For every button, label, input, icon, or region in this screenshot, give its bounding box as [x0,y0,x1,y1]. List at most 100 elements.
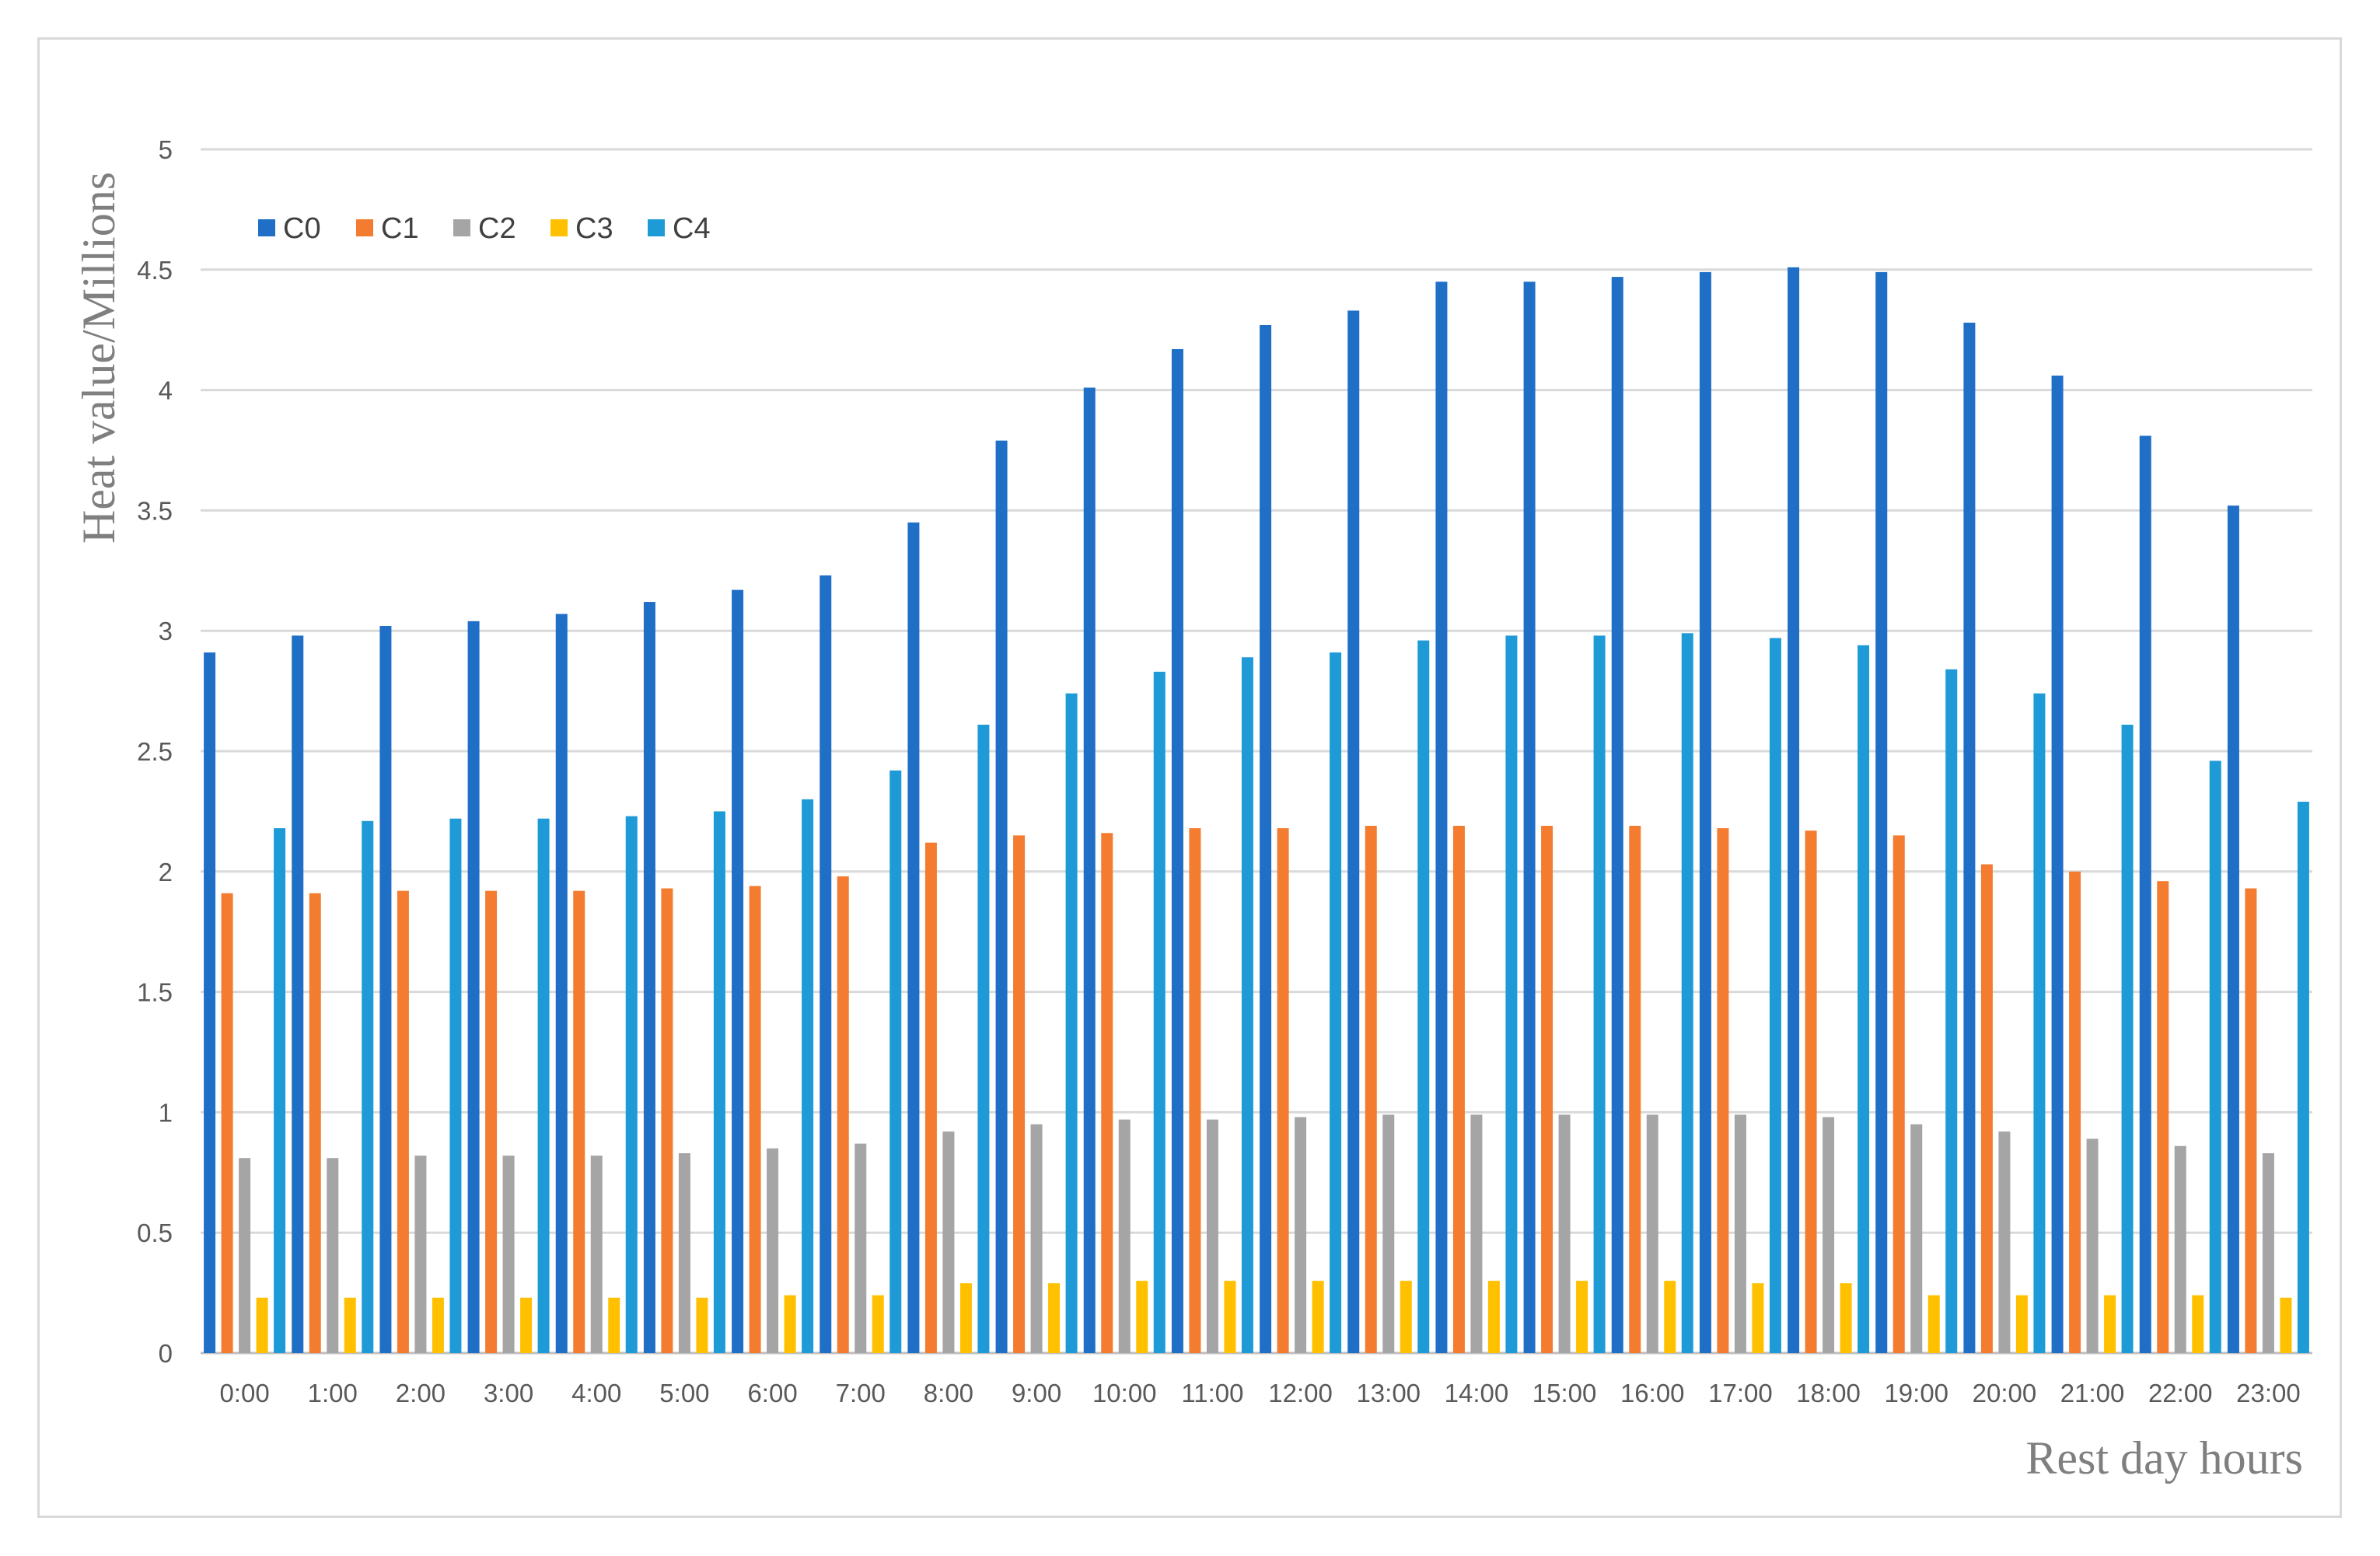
bar-c1 [924,842,937,1353]
bar-c3 [1576,1281,1588,1353]
bar-c0 [1699,271,1711,1353]
x-tick-label: 10:00 [1092,1379,1157,1407]
bar-c3 [2192,1295,2204,1353]
bar-c3 [1927,1295,1940,1353]
y-tick-label: 1.5 [137,978,173,1007]
x-axis-title: Rest day hours [2025,1432,2303,1484]
bar-c4 [1065,693,1078,1353]
legend-swatch-c0 [258,219,275,236]
bar-c3 [696,1297,708,1353]
bar-c1 [1189,828,1201,1353]
y-tick-label: 2 [159,858,173,886]
bar-c0 [1523,281,1536,1353]
bar-c1 [1980,864,1993,1353]
bar-c0 [1963,322,1976,1353]
x-tick-label: 5:00 [659,1379,709,1407]
bar-c1 [1013,835,1026,1353]
bar-c4 [1330,652,1342,1353]
x-axis-ticks: 0:00 1:00 2:00 3:00 4:00 5:00 6:00 7:00 8:00 9:00… [219,1379,2300,1407]
bar-c1 [309,893,321,1353]
bar-c2 [1382,1114,1395,1353]
bar-c0 [2051,376,2064,1354]
y-tick-label: 4.5 [137,256,173,285]
bar-c4 [889,770,902,1353]
y-tick-label: 2.5 [137,737,173,766]
bar-c4 [1858,645,1870,1353]
x-tick-label: 18:00 [1796,1379,1861,1407]
bar-c0 [1260,325,1272,1353]
x-tick-label: 20:00 [1973,1379,2037,1407]
bar-c4 [2209,761,2221,1353]
bar-c1 [1101,833,1113,1353]
bar-c0 [1788,267,1800,1354]
bar-c0 [379,626,392,1353]
bar-c4 [2297,802,2309,1353]
y-axis-ticks: 0 0.5 1 1.5 2 2.5 3 3.5 4 4.5 5 [137,135,173,1368]
bar-c0 [907,522,920,1353]
bar-c0 [643,602,655,1353]
bar-c1 [1541,825,1553,1353]
bar-c4 [1153,671,1166,1353]
bar-c0 [1611,277,1623,1353]
y-tick-label: 4 [159,376,173,405]
bar-c0 [995,440,1008,1354]
bar-c4 [1417,640,1430,1353]
y-tick-label: 1 [159,1098,173,1127]
bar-c1 [661,888,673,1353]
bar-c2 [502,1156,515,1353]
bar-c4 [802,799,814,1353]
bar-c1 [397,890,409,1353]
x-tick-label: 2:00 [396,1379,446,1407]
bar-c2 [1030,1124,1043,1353]
y-tick-label: 3 [159,617,173,645]
bar-c4 [2121,724,2134,1353]
bar-c4 [977,724,990,1353]
bar-c1 [1629,825,1641,1353]
bar-c3 [959,1283,972,1353]
legend-label-c0: C0 [283,212,321,245]
bar-c2 [2174,1145,2186,1353]
x-tick-label: 0:00 [219,1379,269,1407]
bar-c3 [784,1295,796,1353]
x-tick-label: 13:00 [1356,1379,1421,1407]
bar-c3 [1664,1281,1676,1353]
bar-c4 [274,828,286,1353]
bar-c1 [221,893,233,1353]
legend-swatch-c4 [648,219,665,236]
bar-c1 [1805,830,1817,1353]
bar-c4 [625,816,638,1353]
x-tick-label: 15:00 [1532,1379,1597,1407]
bar-c3 [2015,1295,2028,1353]
bar-c2 [854,1143,867,1353]
bar-c3 [432,1297,444,1353]
legend-swatch-c2 [453,219,470,236]
bar-c4 [1681,633,1693,1353]
x-tick-label: 11:00 [1181,1379,1243,1407]
x-tick-label: 8:00 [924,1379,973,1407]
bar-c3 [2104,1295,2116,1353]
bar-c2 [942,1131,955,1353]
bar-c1 [1277,828,1289,1353]
bar-c4 [537,818,550,1353]
legend-swatch-c3 [550,219,568,236]
legend: C0 C1 C2 C3 C4 [258,212,711,245]
bar-c2 [414,1156,427,1353]
x-tick-label: 17:00 [1708,1379,1773,1407]
bar-c1 [749,886,761,1353]
bar-c3 [1224,1281,1236,1353]
bar-c3 [2280,1297,2292,1353]
bar-c1 [2157,881,2169,1353]
bar-c1 [1892,835,1905,1353]
x-tick-label: 22:00 [2148,1379,2213,1407]
bar-c2 [1558,1114,1571,1353]
bar-c2 [327,1158,339,1353]
bar-c2 [1118,1119,1131,1353]
legend-label-c1: C1 [381,212,419,245]
bar-c2 [590,1156,603,1353]
bar-c2 [1823,1117,1835,1353]
bar-c0 [2227,505,2239,1353]
y-axis-title: Heat value/Millions [73,172,124,544]
bar-c1 [573,890,585,1353]
bar-c3 [1048,1283,1061,1353]
